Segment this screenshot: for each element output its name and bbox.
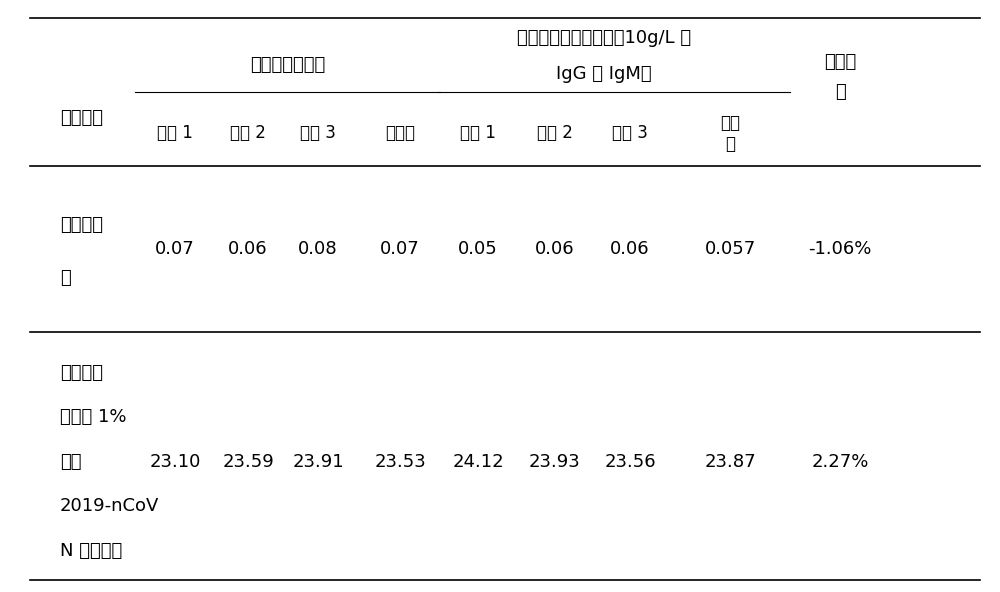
Text: 平均值: 平均值 bbox=[385, 124, 415, 142]
Text: 23.93: 23.93 bbox=[529, 453, 581, 471]
Text: 23.56: 23.56 bbox=[604, 453, 656, 471]
Text: 23.87: 23.87 bbox=[704, 453, 756, 471]
Text: 0.06: 0.06 bbox=[610, 240, 650, 258]
Text: 23.91: 23.91 bbox=[292, 453, 344, 471]
Text: 血添加 1%: 血添加 1% bbox=[60, 408, 126, 426]
Text: 2.27%: 2.27% bbox=[811, 453, 869, 471]
Text: 样本编号: 样本编号 bbox=[60, 110, 103, 127]
Text: 正常人全: 正常人全 bbox=[60, 216, 103, 234]
Text: 23.59: 23.59 bbox=[222, 453, 274, 471]
Text: 相对偏: 相对偏 bbox=[824, 53, 856, 71]
Text: 正常人全: 正常人全 bbox=[60, 364, 103, 382]
Text: 平均
值: 平均 值 bbox=[720, 114, 740, 153]
Text: 23.53: 23.53 bbox=[374, 453, 426, 471]
Text: 0.08: 0.08 bbox=[298, 240, 338, 258]
Text: 测定 3: 测定 3 bbox=[612, 124, 648, 142]
Text: 0.07: 0.07 bbox=[380, 240, 420, 258]
Text: 0.06: 0.06 bbox=[228, 240, 268, 258]
Text: IgG 和 IgM）: IgG 和 IgM） bbox=[556, 65, 652, 83]
Text: 干扰物质添加后（添加10g/L 的: 干扰物质添加后（添加10g/L 的 bbox=[517, 30, 691, 47]
Text: 23.10: 23.10 bbox=[149, 453, 201, 471]
Text: 鼠抗: 鼠抗 bbox=[60, 453, 82, 471]
Text: 测定 2: 测定 2 bbox=[537, 124, 573, 142]
Text: 24.12: 24.12 bbox=[452, 453, 504, 471]
Text: 0.07: 0.07 bbox=[155, 240, 195, 258]
Text: 干扰物质添加前: 干扰物质添加前 bbox=[250, 56, 325, 74]
Text: 0.05: 0.05 bbox=[458, 240, 498, 258]
Text: N 蛋白血清: N 蛋白血清 bbox=[60, 542, 122, 559]
Text: 测定 1: 测定 1 bbox=[157, 124, 193, 142]
Text: 测定 1: 测定 1 bbox=[460, 124, 496, 142]
Text: 0.06: 0.06 bbox=[535, 240, 575, 258]
Text: 测定 3: 测定 3 bbox=[300, 124, 336, 142]
Text: 血: 血 bbox=[60, 269, 71, 287]
Text: 0.057: 0.057 bbox=[704, 240, 756, 258]
Text: 2019-nCoV: 2019-nCoV bbox=[60, 497, 159, 515]
Text: -1.06%: -1.06% bbox=[808, 240, 872, 258]
Text: 差: 差 bbox=[835, 83, 845, 101]
Text: 测定 2: 测定 2 bbox=[230, 124, 266, 142]
